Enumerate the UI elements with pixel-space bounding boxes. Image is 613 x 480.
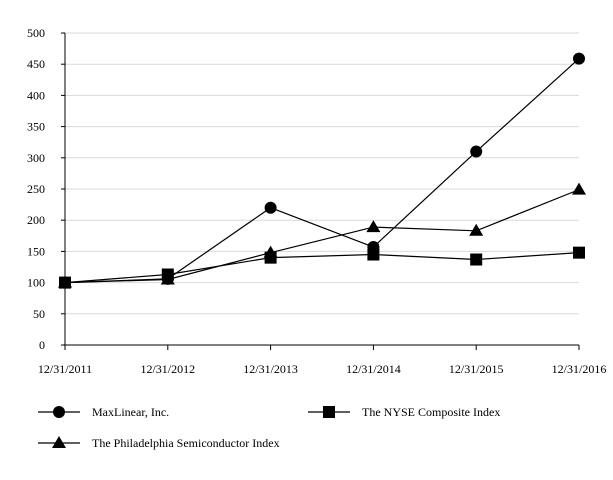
- x-tick-label: 12/31/2011: [38, 362, 92, 376]
- y-tick-label: 50: [33, 307, 45, 321]
- marker-square: [573, 246, 585, 259]
- y-tick-label: 450: [27, 57, 45, 71]
- series-circle: [59, 52, 585, 289]
- marker-triangle: [469, 223, 484, 236]
- series-line: [64, 252, 580, 284]
- marker-square: [323, 406, 335, 418]
- marker-circle: [53, 406, 65, 418]
- legend-item-square: The NYSE Composite Index: [308, 405, 500, 419]
- series-line: [64, 58, 580, 284]
- axes: [61, 32, 580, 350]
- marker-triangle: [58, 275, 72, 288]
- y-tick-label: 350: [27, 120, 45, 134]
- legend-label: The NYSE Composite Index: [362, 405, 500, 419]
- series: [58, 52, 586, 289]
- marker-triangle: [366, 220, 381, 233]
- series-triangle: [58, 182, 586, 288]
- y-tick-label: 0: [39, 338, 45, 352]
- y-tick-label: 150: [27, 244, 45, 258]
- gridlines: [65, 32, 579, 315]
- legend-label: MaxLinear, Inc.: [92, 405, 169, 419]
- x-tick-label: 12/31/2015: [449, 362, 504, 376]
- x-tick-label: 12/31/2014: [346, 362, 401, 376]
- legend-item-circle: MaxLinear, Inc.: [38, 405, 169, 419]
- legend-item-triangle: The Philadelphia Semiconductor Index: [38, 436, 280, 450]
- y-tick-labels: 0 50 100 150 200 250 300 350 400 450 500: [27, 26, 45, 352]
- y-tick-label: 250: [27, 182, 45, 196]
- marker-triangle: [160, 272, 175, 285]
- marker-triangle: [263, 245, 278, 258]
- legend-label: The Philadelphia Semiconductor Index: [92, 436, 280, 450]
- y-tick-label: 400: [27, 88, 45, 102]
- marker-square: [470, 253, 483, 266]
- marker-square: [367, 248, 380, 261]
- x-tick-label: 12/31/2016: [552, 362, 607, 376]
- x-tick-label: 12/31/2013: [243, 362, 298, 376]
- y-tick-label: 100: [27, 276, 45, 290]
- y-tick-label: 200: [27, 213, 45, 227]
- y-tick-label: 300: [27, 151, 45, 165]
- marker-circle: [470, 145, 483, 158]
- series-line: [64, 189, 580, 284]
- x-tick-label: 12/31/2012: [140, 362, 195, 376]
- x-tick-labels: 12/31/2011 12/31/2012 12/31/2013 12/31/2014…: [38, 362, 606, 376]
- marker-triangle: [572, 182, 586, 195]
- marker-circle: [264, 201, 277, 214]
- marker-triangle: [52, 436, 66, 448]
- legend: MaxLinear, Inc. The NYSE Composite Index T…: [38, 405, 500, 450]
- y-tick-label: 500: [27, 26, 45, 40]
- marker-circle: [573, 52, 585, 65]
